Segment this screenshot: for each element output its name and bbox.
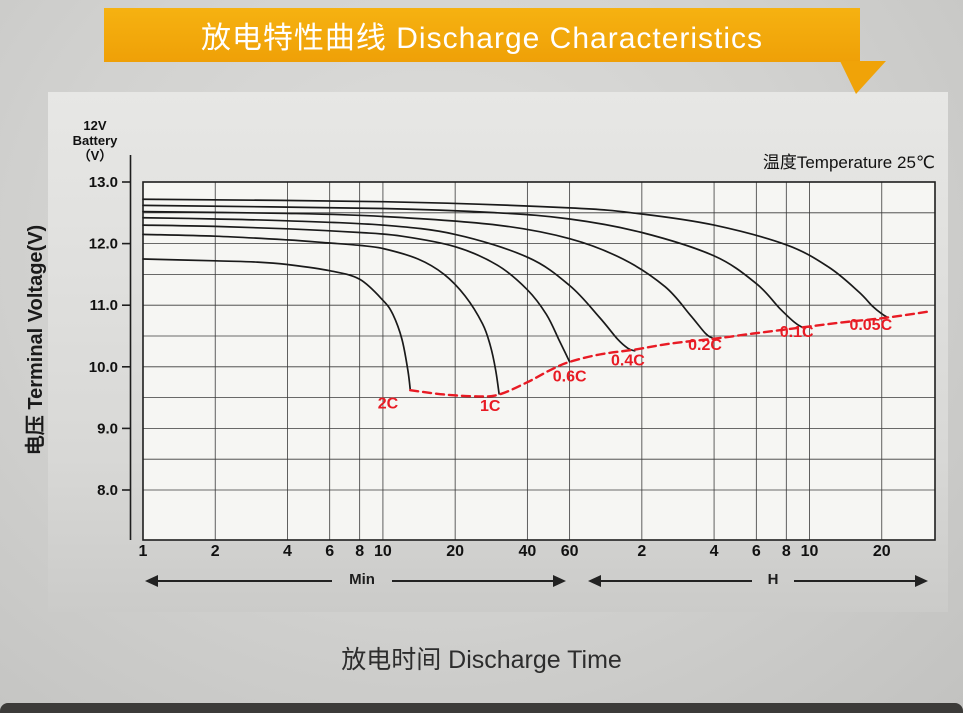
- y-tick-label: 12.0: [89, 236, 118, 253]
- rate-label-0.4C: 0.4C: [611, 353, 645, 370]
- curve-1C: [142, 233, 500, 395]
- x-tick-label: 10: [374, 543, 392, 560]
- rate-label-0.2C: 0.2C: [688, 337, 722, 354]
- curve-0.05C: [142, 198, 889, 319]
- temperature-label: 温度Temperature 25℃: [762, 153, 935, 172]
- x-tick-label: 40: [518, 543, 536, 560]
- time-range-arrows: [145, 575, 928, 587]
- arrowhead: [145, 575, 158, 587]
- x-tick-label: 1: [139, 543, 148, 560]
- x-tick-label: 4: [283, 543, 292, 560]
- rate-label-0.05C: 0.05C: [849, 317, 892, 334]
- cutoff-voltage-curve: [409, 310, 931, 398]
- x-axis-title: 放电时间 Discharge Time: [341, 646, 622, 674]
- battery-label-line1: 12V: [83, 118, 107, 133]
- y-tick-label: 13.0: [89, 174, 118, 191]
- x-tick-label: 60: [561, 543, 579, 560]
- minutes-section-label: Min: [349, 571, 375, 588]
- rate-label-1C: 1C: [480, 398, 501, 415]
- discharge-curves: [142, 198, 889, 395]
- rate-label-0.1C: 0.1C: [780, 324, 814, 341]
- x-tick-label: 6: [752, 543, 761, 560]
- curve-0.4C: [142, 216, 636, 352]
- arrowhead: [588, 575, 601, 587]
- arrowhead: [553, 575, 566, 587]
- rate-label-2C: 2C: [378, 396, 399, 413]
- x-tick-label: 10: [801, 543, 819, 560]
- x-tick-label: 6: [325, 543, 334, 560]
- bottom-bar-decoration: [0, 703, 963, 713]
- page-title: 放电特性曲线 Discharge Characteristics: [200, 22, 764, 55]
- y-axis: 13.0 12.0 11.0 10.0 9.0 8.0: [89, 155, 132, 540]
- x-tick-label: 2: [211, 543, 220, 560]
- x-tick-label: 20: [873, 543, 891, 560]
- y-axis-title: 电压 Terminal Voltage(V): [25, 224, 47, 456]
- hours-section-label: H: [767, 571, 779, 588]
- x-axis: 1 2 4 6 8 10 20 40 60 2 4 6 8 10 20: [139, 543, 891, 560]
- y-tick-label: 8.0: [97, 482, 118, 499]
- title-banner: 放电特性曲线 Discharge Characteristics: [104, 8, 860, 62]
- battery-label-line2: Battery: [72, 133, 118, 148]
- arrowhead: [915, 575, 928, 587]
- battery-label-line3: （V）: [77, 148, 113, 163]
- y-tick-label: 11.0: [90, 297, 118, 314]
- x-tick-label: 2: [637, 543, 646, 560]
- battery-type-label: 12V Battery （V）: [55, 118, 135, 163]
- y-tick-label: 9.0: [97, 420, 118, 437]
- rate-label-0.6C: 0.6C: [553, 369, 587, 386]
- y-tick-label: 10.0: [89, 359, 118, 376]
- plot-background: [143, 182, 935, 540]
- curve-2C: [142, 258, 412, 392]
- x-tick-label: 20: [446, 543, 464, 560]
- x-tick-label: 8: [782, 543, 791, 560]
- curve-0.1C: [142, 204, 804, 329]
- curve-0.2C: [142, 210, 718, 340]
- curve-0.6C: [142, 224, 571, 363]
- curve-rate-labels: 2C 1C 0.6C 0.4C 0.2C 0.1C 0.05C: [378, 317, 893, 415]
- x-tick-label: 4: [710, 543, 719, 560]
- x-tick-label: 8: [355, 543, 364, 560]
- plot-frame: [142, 181, 936, 541]
